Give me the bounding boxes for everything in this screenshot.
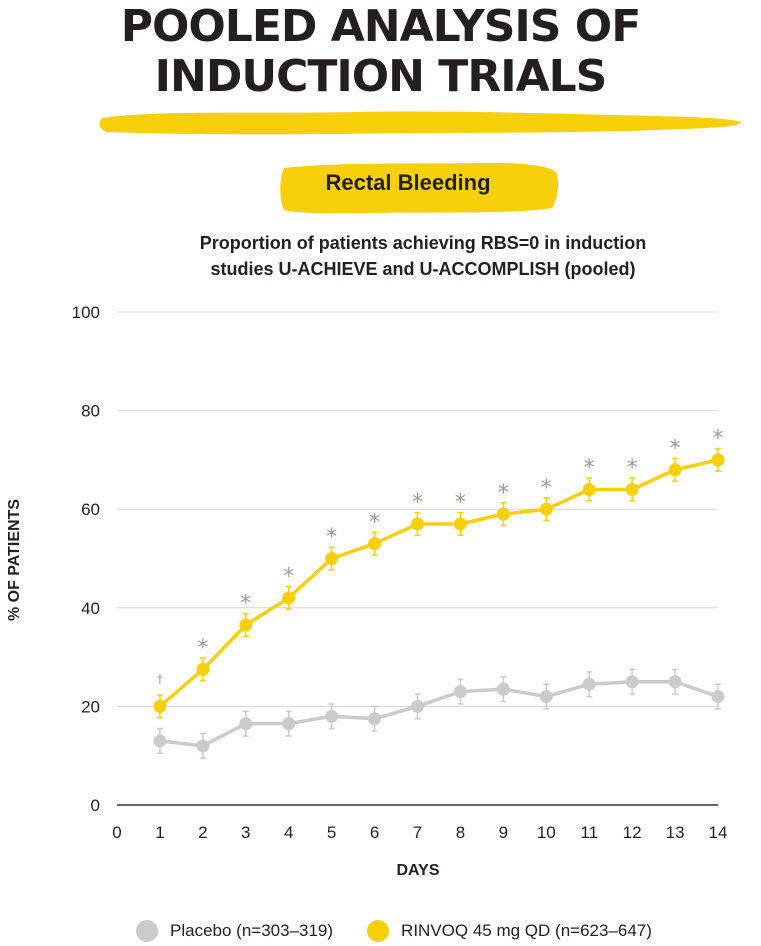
brush-stroke xyxy=(99,111,743,135)
y-tick-label: 80 xyxy=(81,402,100,421)
x-tick-label: 8 xyxy=(456,823,465,842)
x-tick-label: 9 xyxy=(499,823,508,842)
page-title: POOLED ANALYSIS OF INDUCTION TRIALS xyxy=(0,2,761,102)
significance-markers: † * * * * * * * * * * * * * xyxy=(157,427,724,686)
x-tick-label: 13 xyxy=(666,823,685,842)
placebo-point xyxy=(325,709,339,723)
legend-dot-rinvoq xyxy=(367,920,390,942)
brush-underline xyxy=(99,111,743,135)
rinvoq-point xyxy=(711,453,725,467)
rinvoq-point xyxy=(539,502,553,516)
x-tick-label: 3 xyxy=(241,823,250,842)
significance-marker: * xyxy=(369,510,380,535)
significance-marker: * xyxy=(283,565,294,590)
y-axis-ticks: 0 20 40 60 80 100 xyxy=(72,303,100,815)
x-axis-ticks: 0 1 2 3 4 5 6 7 8 9 10 11 12 13 14 xyxy=(112,823,727,842)
chart-grid xyxy=(117,311,718,806)
significance-marker: * xyxy=(240,592,251,617)
y-tick-label: 40 xyxy=(81,599,100,618)
x-tick-label: 10 xyxy=(537,823,556,842)
y-tick-label: 20 xyxy=(81,697,100,716)
placebo-point xyxy=(411,699,424,713)
placebo-point xyxy=(668,675,682,689)
significance-marker: * xyxy=(584,456,595,481)
placebo-point xyxy=(582,677,596,691)
rinvoq-point xyxy=(325,552,339,565)
chart-subtitle: Proportion of patients achieving RBS=0 i… xyxy=(100,230,746,282)
placebo-point xyxy=(625,675,639,689)
significance-marker: * xyxy=(197,636,208,661)
legend-dot-placebo xyxy=(136,920,158,942)
rinvoq-point xyxy=(582,482,596,496)
significance-marker: * xyxy=(670,436,681,461)
significance-marker: * xyxy=(455,491,466,516)
x-axis-label: DAYS xyxy=(397,862,440,879)
rinvoq-point xyxy=(153,699,167,713)
rinvoq-point xyxy=(453,517,467,531)
x-tick-label: 14 xyxy=(709,823,728,842)
significance-marker: * xyxy=(326,525,337,550)
rinvoq-point xyxy=(625,482,639,496)
rinvoq-point xyxy=(196,662,210,676)
page-title-line-2: INDUCTION TRIALS xyxy=(154,51,608,102)
placebo-point xyxy=(368,712,382,726)
page-title-line-1: POOLED ANALYSIS OF xyxy=(120,1,642,52)
significance-marker: * xyxy=(713,427,724,452)
significance-marker: * xyxy=(627,456,638,481)
section-label: Rectal Bleeding xyxy=(325,170,491,195)
legend-item-rinvoq: RINVOQ 45 mg QD (n=623–647) xyxy=(367,920,652,942)
placebo-point xyxy=(282,717,296,731)
rinvoq-point xyxy=(668,463,682,477)
rinvoq-point xyxy=(282,591,296,605)
rinvoq-point xyxy=(411,517,424,531)
placebo-point xyxy=(239,717,253,731)
section-highlight-stroke xyxy=(280,163,559,214)
y-axis-label: % OF PATIENTS xyxy=(6,499,23,621)
legend-label-placebo: Placebo (n=303–319) xyxy=(170,921,334,940)
rinvoq-point xyxy=(239,618,253,632)
chart-series xyxy=(153,447,725,759)
chart-legend: Placebo (n=303–319) RINVOQ 45 mg QD (n=6… xyxy=(136,916,686,946)
placebo-series-line xyxy=(159,680,719,748)
y-tick-label: 100 xyxy=(72,303,100,322)
x-tick-label: 0 xyxy=(112,823,121,842)
x-tick-label: 6 xyxy=(370,823,379,842)
x-tick-label: 11 xyxy=(580,823,598,842)
chart-subtitle-line-2: studies U-ACHIEVE and U-ACCOMPLISH (pool… xyxy=(210,259,636,279)
legend-item-placebo: Placebo (n=303–319) xyxy=(136,920,333,942)
section-highlight xyxy=(280,163,559,214)
x-tick-label: 7 xyxy=(413,823,422,842)
legend-label-rinvoq: RINVOQ 45 mg QD (n=623–647) xyxy=(401,921,652,940)
x-tick-label: 4 xyxy=(284,823,293,842)
x-tick-label: 1 xyxy=(155,823,164,842)
rinvoq-series-line xyxy=(158,458,719,708)
y-tick-label: 60 xyxy=(81,500,100,519)
x-tick-label: 5 xyxy=(327,823,336,842)
significance-marker: * xyxy=(498,481,509,506)
placebo-point xyxy=(196,739,210,753)
placebo-point xyxy=(539,690,553,704)
placebo-point xyxy=(453,685,467,699)
rinvoq-point xyxy=(496,507,510,521)
significance-marker: * xyxy=(541,476,552,501)
y-tick-label: 0 xyxy=(91,796,100,815)
significance-marker: * xyxy=(412,491,423,516)
placebo-point xyxy=(711,690,725,704)
placebo-point xyxy=(153,734,167,748)
x-tick-label: 12 xyxy=(623,823,642,842)
rinvoq-point xyxy=(368,537,382,551)
x-tick-label: 2 xyxy=(198,823,207,842)
significance-marker: † xyxy=(157,672,163,686)
chart-subtitle-line-1: Proportion of patients achieving RBS=0 i… xyxy=(199,233,647,253)
placebo-point xyxy=(496,682,510,696)
